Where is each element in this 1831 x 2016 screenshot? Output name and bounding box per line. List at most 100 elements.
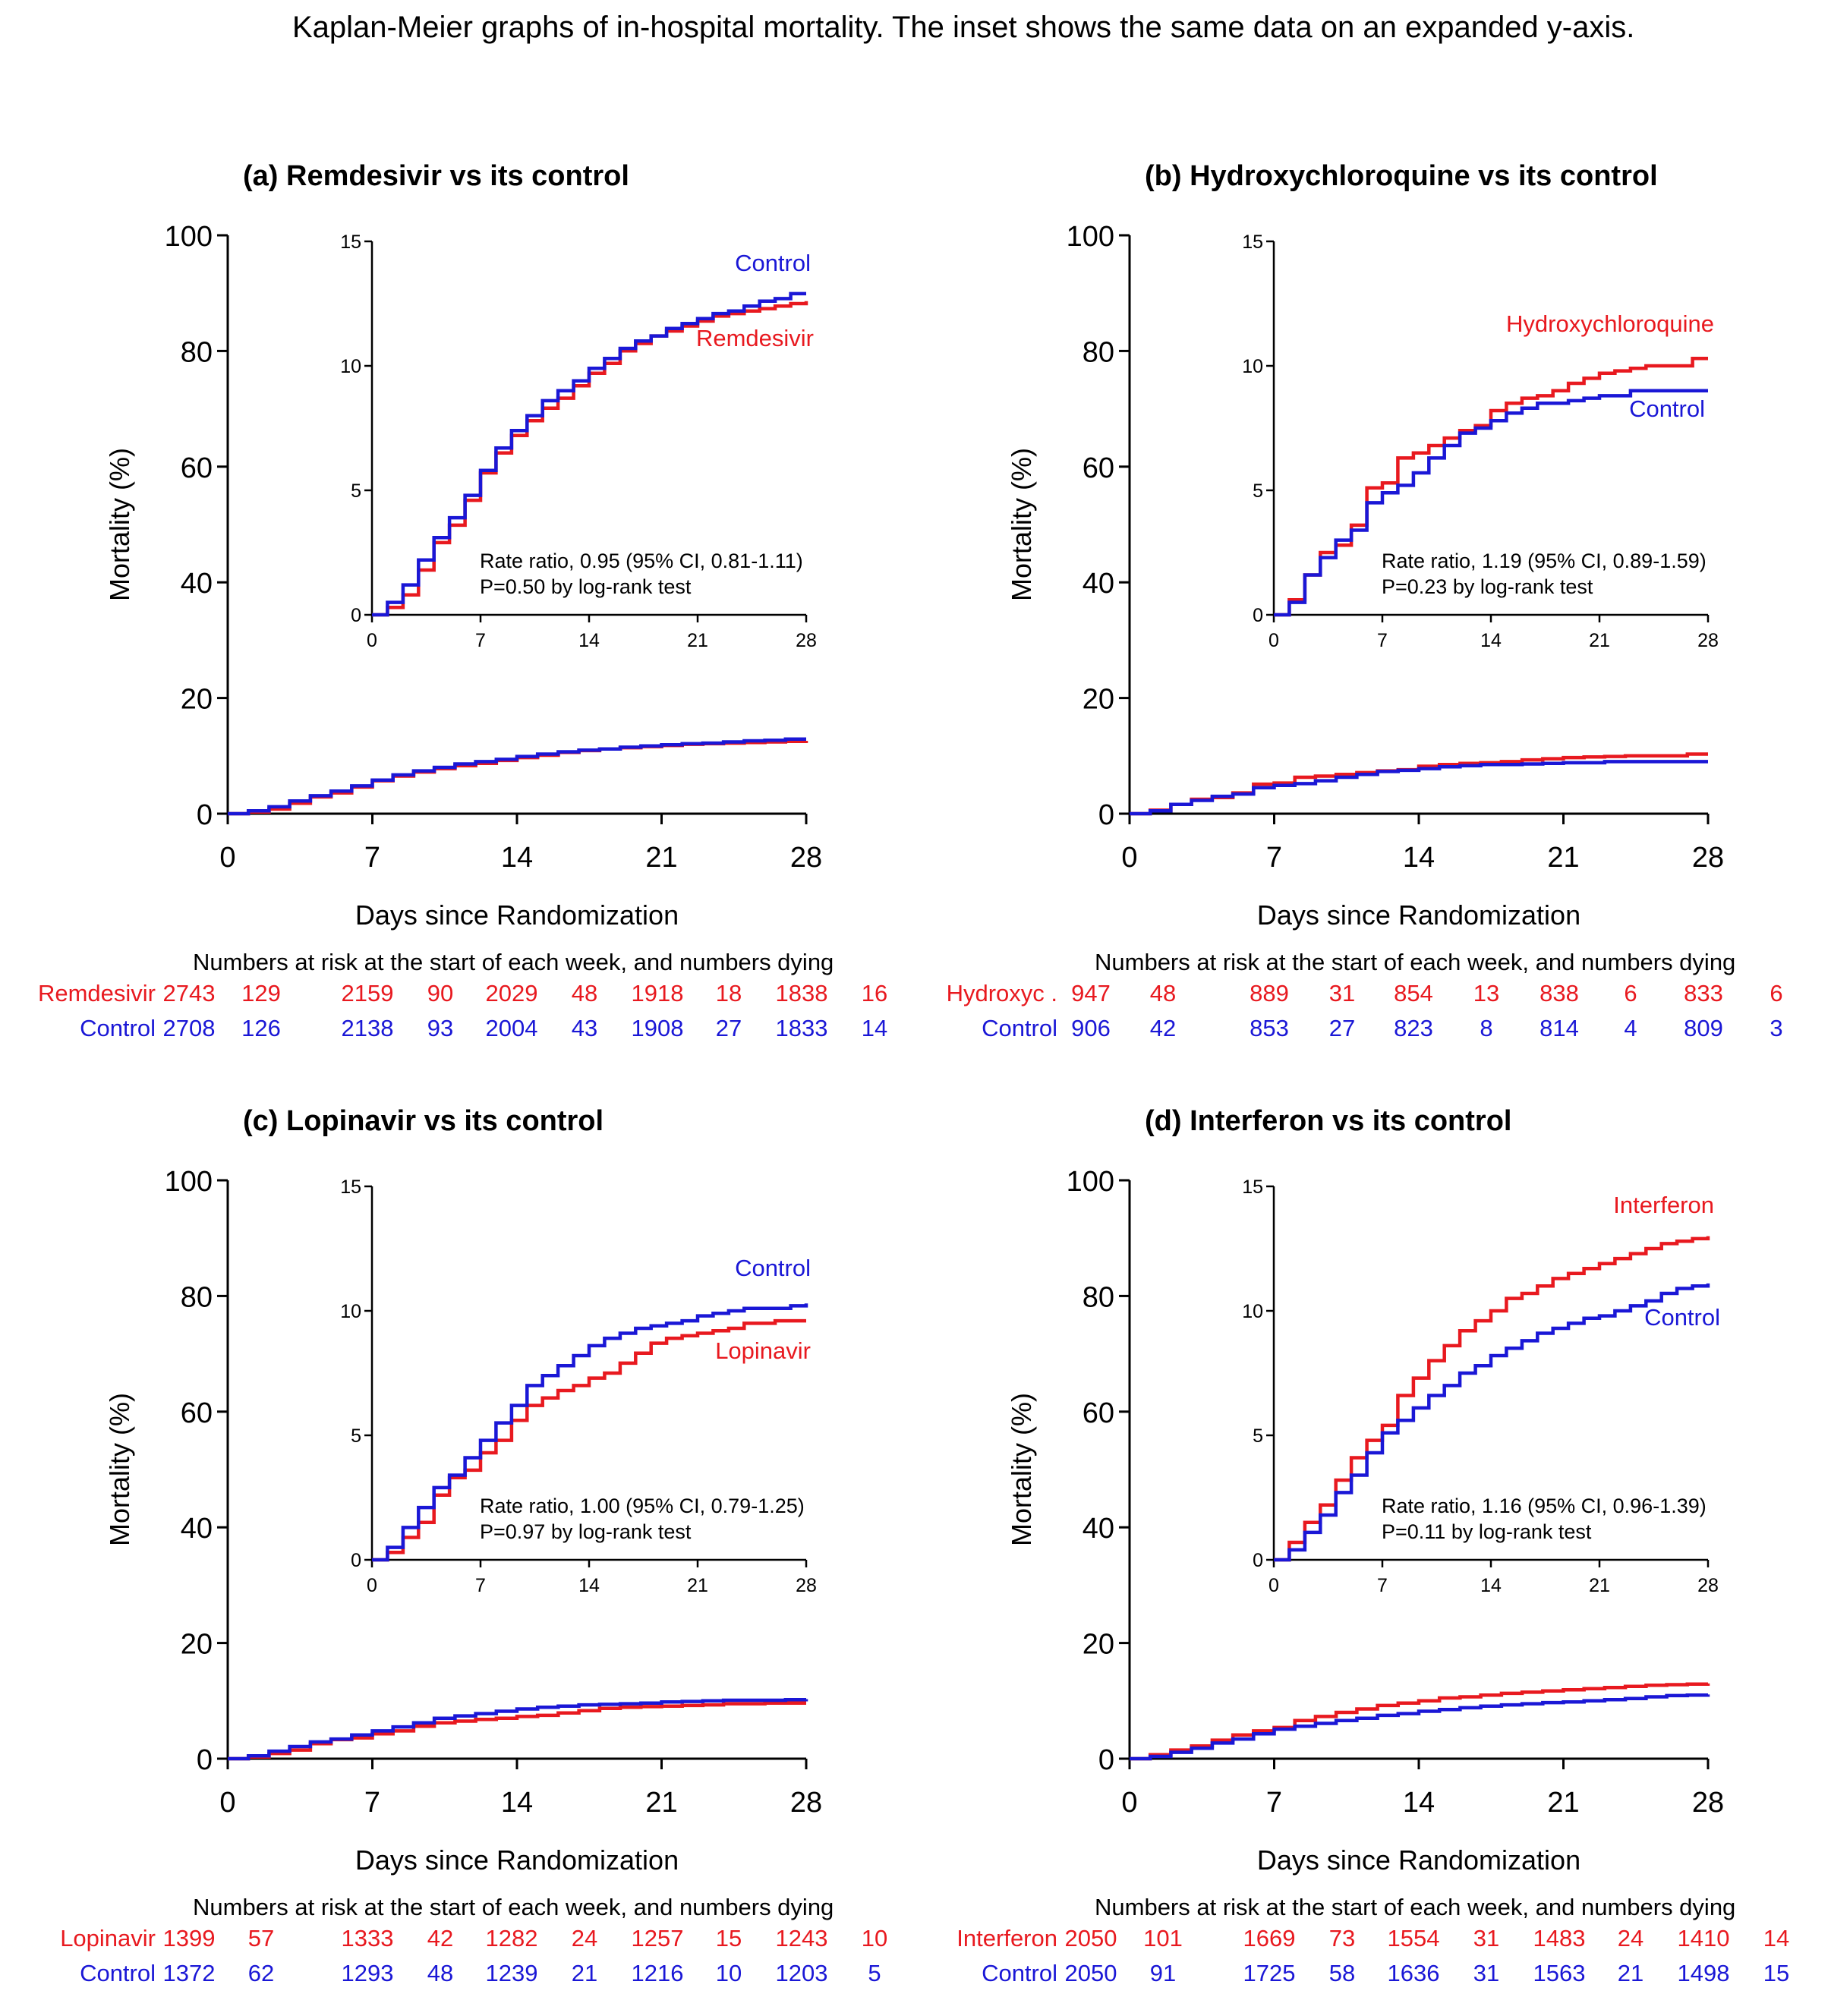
risk-table-cell: 27: [716, 1015, 742, 1041]
risk-table-cell: 1918: [632, 980, 684, 1006]
y-tick-label: 80: [181, 1281, 213, 1313]
risk-table-cell: 3: [1770, 1015, 1782, 1041]
y-tick-label: 100: [1067, 221, 1114, 253]
risk-row-label-control: Control: [80, 1015, 156, 1041]
risk-table-cell: 16: [862, 980, 887, 1006]
inset-y-tick-label: 10: [340, 356, 361, 377]
risk-table-cell: 129: [241, 980, 281, 1006]
risk-table-cell: 48: [572, 980, 597, 1006]
risk-table-cell: 10: [862, 1925, 887, 1951]
panel-c: (c) Lopinavir vs its control020406080100…: [60, 1105, 887, 1986]
y-tick-label: 40: [181, 1513, 213, 1545]
risk-table-cell: 6: [1624, 980, 1637, 1006]
x-tick-label: 21: [645, 842, 677, 874]
risk-table-cell: 814: [1539, 1015, 1579, 1041]
risk-table-cell: 90: [427, 980, 453, 1006]
risk-table-cell: 1239: [486, 1960, 538, 1986]
risk-table-cell: 21: [1618, 1960, 1643, 1986]
y-tick-label: 20: [181, 1629, 213, 1661]
risk-table-cell: 101: [1143, 1925, 1183, 1951]
stats-text: Rate ratio, 1.19 (95% CI, 0.89-1.59): [1382, 550, 1707, 572]
x-tick-label: 28: [790, 842, 822, 874]
stats-text: P=0.11 by log-rank test: [1382, 1520, 1592, 1543]
x-tick-label: 21: [1547, 842, 1579, 874]
main-curve-control: [228, 1698, 808, 1761]
risk-table-cell: 2029: [486, 980, 538, 1006]
risk-table-cell: 1483: [1533, 1925, 1586, 1951]
inset-y-tick-label: 5: [351, 1425, 361, 1447]
risk-table-cell: 1282: [486, 1925, 538, 1951]
stats-text: Rate ratio, 0.95 (95% CI, 0.81-1.11): [480, 550, 803, 572]
risk-table-cell: 10: [716, 1960, 742, 1986]
stats-text: Rate ratio, 1.00 (95% CI, 0.79-1.25): [480, 1495, 805, 1517]
inset-y-tick-label: 15: [340, 1177, 361, 1198]
inset-label-treatment: Lopinavir: [715, 1337, 811, 1364]
risk-table-heading: Numbers at risk at the start of each wee…: [1095, 1894, 1735, 1920]
x-tick-label: 0: [219, 842, 235, 874]
risk-table-cell: 2708: [163, 1015, 216, 1041]
y-tick-label: 100: [165, 221, 213, 253]
panel-title: (d) Interferon vs its control: [1145, 1105, 1511, 1137]
risk-table-cell: 854: [1394, 980, 1433, 1006]
risk-table-cell: 5: [868, 1960, 881, 1986]
risk-table-cell: 126: [241, 1015, 281, 1041]
y-tick-label: 20: [1083, 1629, 1114, 1661]
risk-row-label-treatment: Remdesivir: [38, 980, 156, 1006]
risk-row-label-control: Control: [982, 1015, 1057, 1041]
risk-table-cell: 57: [248, 1925, 274, 1951]
risk-table-cell: 1554: [1388, 1925, 1440, 1951]
y-tick-label: 60: [1083, 1397, 1114, 1429]
stats-text: P=0.23 by log-rank test: [1382, 575, 1593, 598]
stats-text: Rate ratio, 1.16 (95% CI, 0.96-1.39): [1382, 1495, 1707, 1517]
inset-label-treatment: Hydroxychloroquine: [1506, 310, 1714, 337]
risk-table-cell: 1498: [1678, 1960, 1730, 1986]
risk-table-cell: 1216: [632, 1960, 684, 1986]
inset-x-tick-label: 28: [1697, 630, 1719, 651]
x-tick-label: 0: [1121, 842, 1137, 874]
inset-y-tick-label: 10: [1242, 356, 1263, 377]
stats-text: P=0.50 by log-rank test: [480, 575, 692, 598]
inset-y-tick-label: 5: [351, 480, 361, 502]
panel-b: (b) Hydroxychloroquine vs its control 0 20…: [947, 160, 1783, 1041]
inset-y-tick-label: 5: [1253, 1425, 1263, 1447]
risk-table-cell: 42: [427, 1925, 453, 1951]
risk-table-heading: Numbers at risk at the start of each wee…: [193, 949, 834, 975]
risk-table-cell: 809: [1684, 1015, 1723, 1041]
x-axis-label: Days since Randomization: [1257, 899, 1580, 931]
y-tick-label: 80: [181, 336, 213, 368]
risk-table-cell: 1293: [342, 1960, 394, 1986]
risk-table-cell: 14: [862, 1015, 887, 1041]
risk-table-cell: 21: [572, 1960, 597, 1986]
inset-x-tick-label: 28: [796, 630, 817, 651]
risk-table-cell: 2138: [342, 1015, 394, 1041]
risk-table-cell: 8: [1480, 1015, 1492, 1041]
inset-curve-treatment: [1274, 1236, 1710, 1562]
inset-label-treatment: Remdesivir: [696, 325, 814, 351]
risk-table-cell: 2743: [163, 980, 216, 1006]
x-tick-label: 0: [219, 1787, 235, 1819]
risk-row-label-control: Control: [982, 1960, 1057, 1986]
risk-table-cell: 62: [248, 1960, 274, 1986]
risk-table-cell: 823: [1394, 1015, 1433, 1041]
inset-curve-control: [1274, 389, 1708, 617]
inset-y-tick-label: 0: [1253, 605, 1263, 626]
x-tick-label: 14: [501, 1787, 533, 1819]
risk-table-cell: 15: [716, 1925, 742, 1951]
inset-label-control: Control: [1629, 395, 1705, 422]
inset-x-tick-label: 0: [367, 630, 377, 651]
inset-x-tick-label: 21: [687, 630, 708, 651]
main-curve-control: [1130, 760, 1708, 816]
x-tick-label: 0: [1121, 1787, 1137, 1819]
main-curve-treatment: [1130, 1682, 1710, 1761]
x-tick-label: 7: [1266, 1787, 1282, 1819]
x-axis-label: Days since Randomization: [355, 1844, 679, 1876]
inset-x-tick-label: 21: [1589, 1575, 1610, 1596]
x-tick-label: 14: [501, 842, 533, 874]
risk-table-heading: Numbers at risk at the start of each wee…: [1095, 949, 1735, 975]
risk-table-cell: 31: [1473, 1960, 1499, 1986]
risk-table-cell: 13: [1473, 980, 1499, 1006]
main-curve-treatment: [228, 1701, 806, 1761]
y-tick-label: 40: [181, 568, 213, 600]
inset-y-tick-label: 0: [351, 1550, 361, 1571]
